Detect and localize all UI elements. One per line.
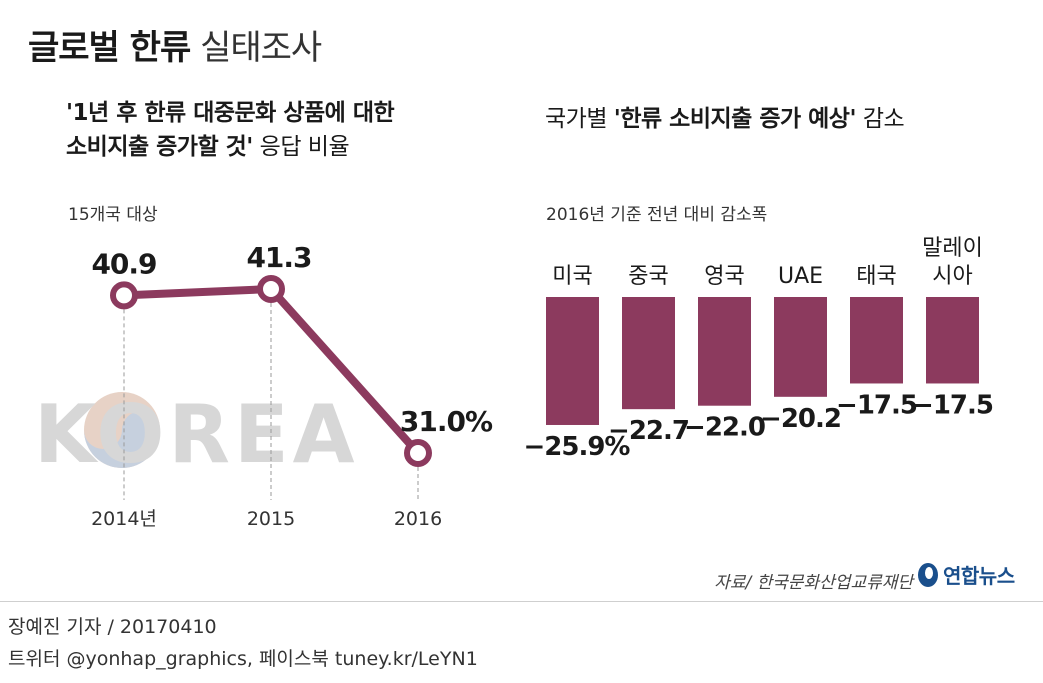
bar-category-label-2: 영국 (704, 264, 744, 289)
reporter-credit: 장예진 기자 / 20170410 (8, 616, 217, 638)
korea-watermark: KOREA (34, 388, 359, 481)
line-tick-label-0: 2014년 (91, 508, 157, 530)
line-tick-label-2: 2016 (394, 508, 442, 530)
line-point-2 (404, 439, 432, 467)
left-chart-note: 15개국 대상 (68, 205, 158, 225)
right-subtitle-bold: '한류 소비지출 증가 예상' (613, 106, 857, 132)
line-point-0 (110, 281, 138, 310)
bar-category-label-0: 미국 (552, 264, 592, 289)
line-data-label-2: 31.0% (400, 405, 493, 438)
footer-divider (0, 601, 1043, 602)
bar-category-label-3: UAE (778, 264, 823, 289)
left-subtitle-line2-light: 응답 비율 (259, 134, 350, 160)
bar-1 (622, 297, 675, 410)
bar-data-label-3: −20.2 (760, 404, 841, 434)
page-title: 글로벌 한류 실태조사 (28, 26, 322, 70)
bar-data-label-1: −22.7 (608, 416, 689, 446)
yonhap-logo-icon (918, 562, 938, 587)
right-subtitle-suffix: 감소 (862, 106, 905, 132)
bar-category-label-1: 중국 (628, 264, 668, 289)
watermark-text: KOREA (34, 388, 359, 481)
right-chart-note: 2016년 기준 전년 대비 감소폭 (546, 205, 768, 225)
left-subtitle-line2-bold: 소비지출 증가할 것' (66, 134, 253, 160)
page-title-bold: 글로벌 한류 (28, 28, 191, 68)
left-chart-subtitle: '1년 후 한류 대중문화 상품에 대한 소비지출 증가할 것' 응답 비율 (66, 96, 395, 164)
line-data-label-0: 40.9 (91, 247, 156, 280)
bar-category-label-4: 태국 (856, 264, 896, 289)
source-note: 자료/ 한국문화산업교류재단 (714, 573, 913, 593)
social-links: 트위터 @yonhap_graphics, 페이스북 tuney.kr/LeYN… (8, 648, 478, 670)
left-subtitle-line1: '1년 후 한류 대중문화 상품에 대한 (66, 100, 395, 126)
bar-0 (546, 297, 599, 425)
bar-5 (926, 297, 979, 384)
bar-4 (850, 297, 903, 384)
bar-data-label-0: −25.9% (524, 432, 631, 462)
bar-data-label-2: −22.0 (684, 413, 765, 443)
yonhap-logo-text: 연합뉴스 (943, 564, 1015, 588)
page-title-light: 실태조사 (200, 28, 322, 68)
left-subtitle-line2: 소비지출 증가할 것' 응답 비율 (66, 130, 394, 164)
yonhap-logo: 연합뉴스 (916, 560, 1015, 589)
line-data-label-1: 41.3 (246, 241, 311, 274)
bar-2 (698, 297, 751, 406)
line-chart: 40.9 2014년 41.3 2015 31.0% 2016 (91, 241, 494, 530)
bar-3 (774, 297, 827, 397)
right-subtitle-prefix: 국가별 (545, 106, 607, 132)
right-chart-subtitle: 국가별 '한류 소비지출 증가 예상' 감소 (545, 102, 905, 136)
watermark-taegeuk-lower (84, 411, 160, 468)
line-point-1 (257, 275, 285, 303)
bar-category-label-5-line0: 말레이 (922, 236, 983, 261)
bar-category-label-5-line1: 시아 (932, 264, 972, 289)
bar-chart: 미국 −25.9% 중국 −22.7 영국 −22.0 UAE −20.2 태국 −17.5 말레이… (524, 236, 994, 462)
bar-data-label-5: −17.5 (912, 390, 993, 420)
line-tick-label-1: 2015 (247, 508, 295, 530)
bar-data-label-4: −17.5 (836, 390, 917, 420)
